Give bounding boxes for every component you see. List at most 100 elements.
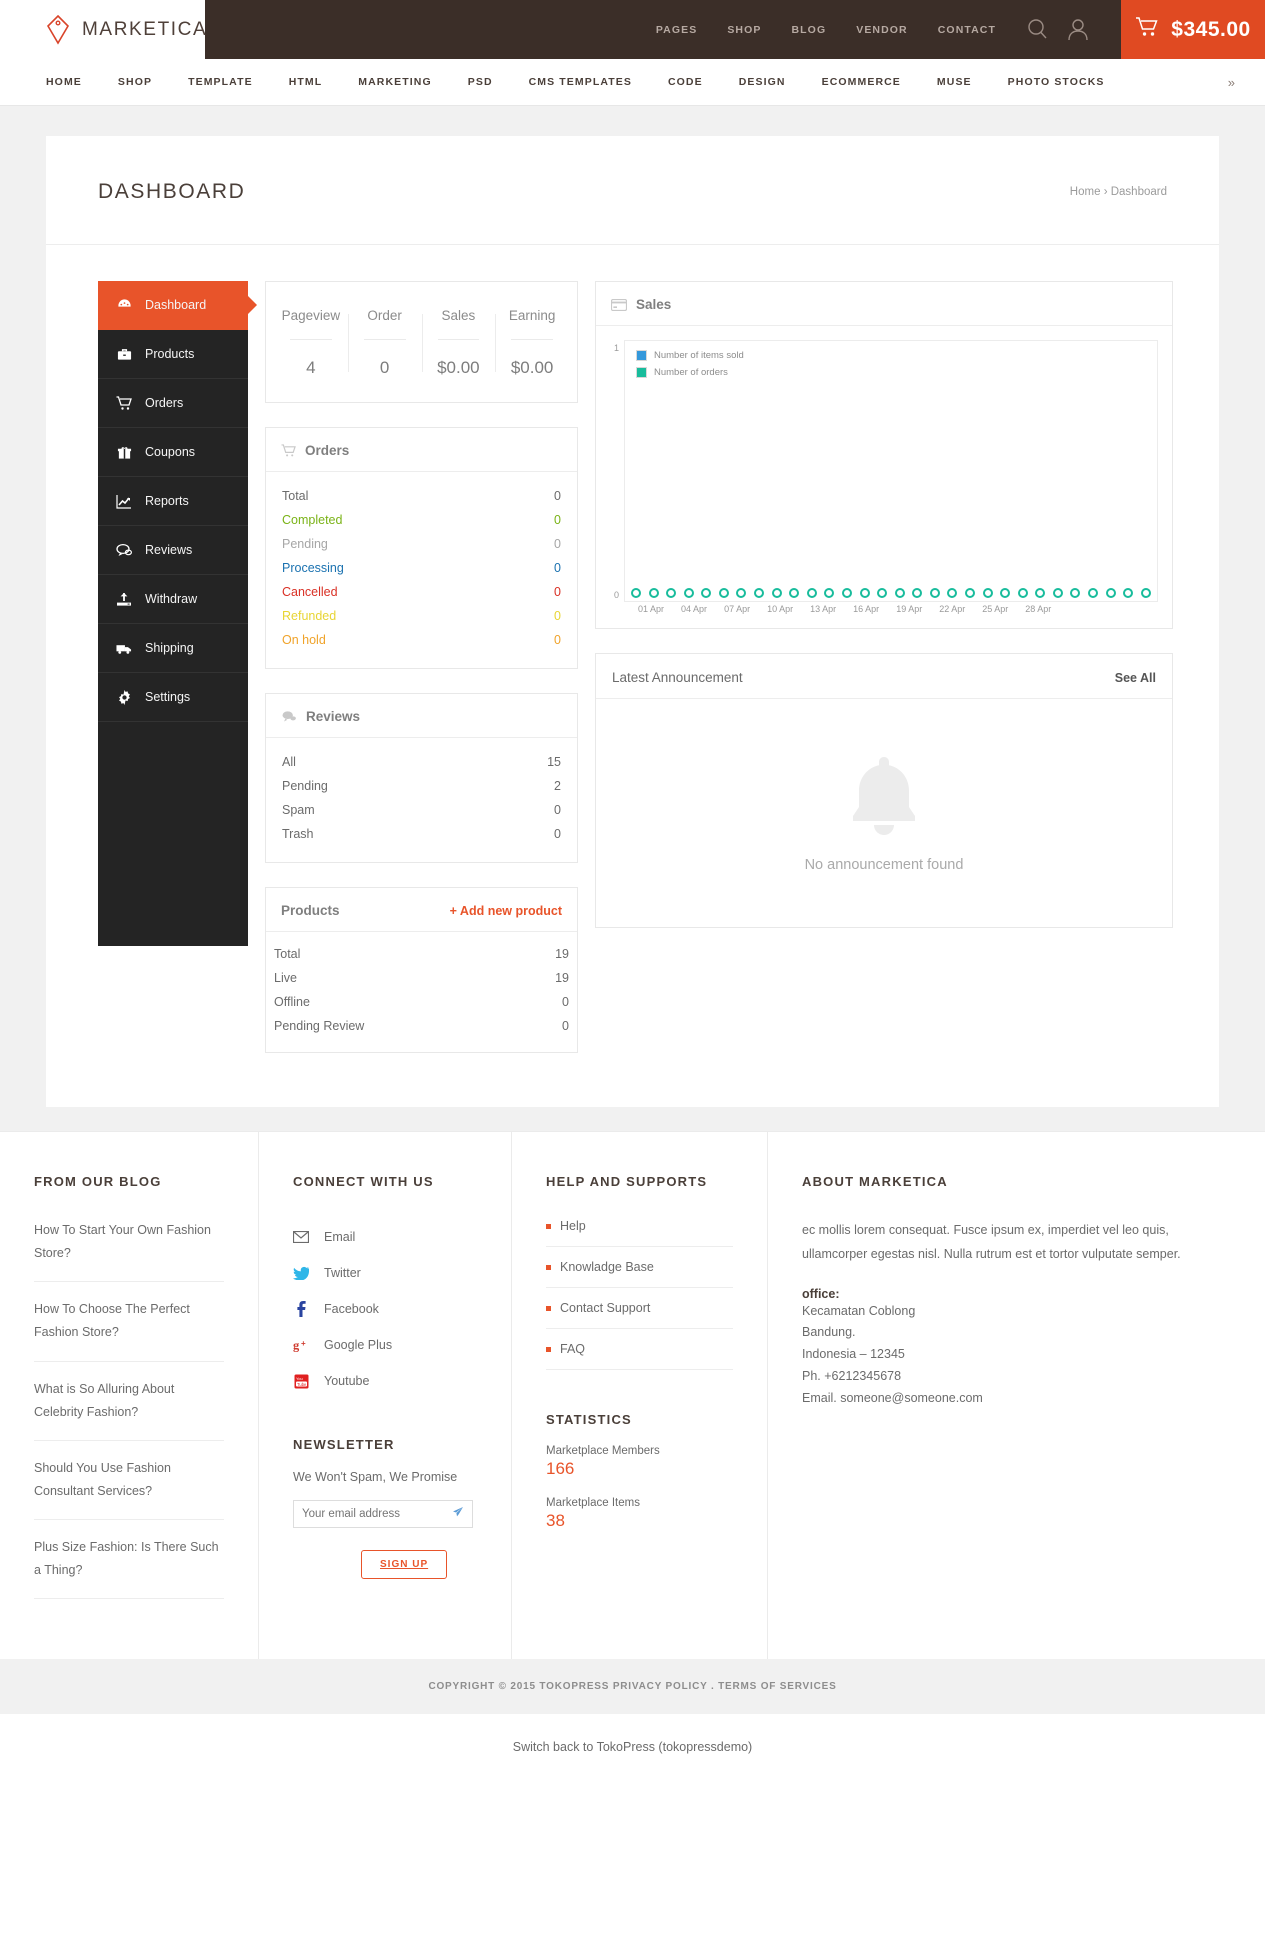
footer-office-address: Kecamatan Coblong Bandung. Indonesia – 1… xyxy=(802,1303,983,1406)
data-point xyxy=(771,588,782,598)
social-link-youtube[interactable]: You Tube Youtube xyxy=(293,1363,477,1399)
top-nav-item-pages[interactable]: PAGES xyxy=(655,23,698,36)
sidebar-item-label: Dashboard xyxy=(145,298,207,312)
newsletter-input-wrap[interactable] xyxy=(293,1500,473,1528)
social-label: Google Plus xyxy=(324,1338,393,1352)
data-point xyxy=(1052,588,1063,598)
row-value: 19 xyxy=(555,947,569,961)
chevron-double-down-icon[interactable]: » xyxy=(1227,74,1235,90)
social-link-twitter[interactable]: Twitter xyxy=(293,1255,477,1291)
switch-back-bar[interactable]: Switch back to TokoPress (tokopressdemo) xyxy=(0,1714,1265,1791)
products-row-total[interactable]: Total 19 xyxy=(274,942,569,966)
reviews-row-trash[interactable]: Trash 0 xyxy=(282,822,561,846)
main-nav-item-photo-stocks[interactable]: PHOTO STOCKS xyxy=(1007,76,1105,88)
help-link-help[interactable]: Help xyxy=(546,1219,733,1247)
footer-blog-item[interactable]: How To Start Your Own Fashion Store? xyxy=(34,1219,224,1283)
main-nav-item-shop[interactable]: SHOP xyxy=(117,76,153,88)
row-label: Cancelled xyxy=(282,585,338,599)
x-tick-label: 25 Apr xyxy=(982,604,1009,614)
data-point xyxy=(1070,588,1081,598)
statistics-label: Marketplace Items xyxy=(546,1497,640,1509)
help-link-contact-support[interactable]: Contact Support xyxy=(546,1301,733,1329)
footer-blog-item[interactable]: Should You Use Fashion Consultant Servic… xyxy=(34,1457,224,1520)
newsletter-signup-button[interactable]: SIGN UP xyxy=(361,1550,448,1579)
footer-blog-item[interactable]: How To Choose The Perfect Fashion Store? xyxy=(34,1298,224,1362)
footer-blog-item[interactable]: Plus Size Fashion: Is There Such a Thing… xyxy=(34,1536,224,1600)
top-nav-item-shop[interactable]: SHOP xyxy=(727,23,762,36)
orders-row-refunded[interactable]: Refunded 0 xyxy=(282,604,561,628)
orders-row-completed[interactable]: Completed 0 xyxy=(282,508,561,532)
row-value: 0 xyxy=(562,1019,569,1033)
orders-row-cancelled[interactable]: Cancelled 0 xyxy=(282,580,561,604)
main-nav-item-psd[interactable]: PSD xyxy=(467,76,493,88)
data-point xyxy=(736,588,747,598)
sidebar-item-products[interactable]: Products xyxy=(98,330,248,379)
main-nav-item-template[interactable]: TEMPLATE xyxy=(188,76,253,88)
social-link-google-plus[interactable]: g + Google Plus xyxy=(293,1327,477,1363)
help-link-knowledge-base[interactable]: Knowladge Base xyxy=(546,1260,733,1288)
reviews-row-all[interactable]: All 15 xyxy=(282,750,561,774)
cart-button[interactable]: $345.00 xyxy=(1121,0,1265,59)
main-nav-item-design[interactable]: DESIGN xyxy=(738,76,786,88)
svg-text:+: + xyxy=(301,1339,306,1348)
credit-card-icon xyxy=(611,298,627,311)
user-icon[interactable] xyxy=(1067,18,1089,42)
announcement-card: Latest Announcement See All No announcem… xyxy=(595,653,1173,928)
paper-plane-icon[interactable] xyxy=(452,1505,464,1523)
announcement-empty-message: No announcement found xyxy=(804,857,964,873)
sidebar-item-withdraw[interactable]: Withdraw xyxy=(98,575,248,624)
stat-value: $0.00 xyxy=(510,358,554,377)
data-point xyxy=(824,588,835,598)
reviews-row-spam[interactable]: Spam 0 xyxy=(282,798,561,822)
products-row-pending-review[interactable]: Pending Review 0 xyxy=(274,1014,569,1038)
products-card-title: Products xyxy=(281,903,340,918)
cart-icon xyxy=(1135,16,1159,43)
sidebar-item-reviews[interactable]: Reviews xyxy=(98,526,248,575)
social-label: Youtube xyxy=(324,1374,370,1388)
main-nav-item-marketing[interactable]: MARKETING xyxy=(358,76,432,88)
main-nav-item-home[interactable]: HOME xyxy=(46,76,82,88)
social-link-email[interactable]: Email xyxy=(293,1219,477,1255)
logo-block[interactable]: MARKETICA xyxy=(0,0,206,59)
social-link-facebook[interactable]: Facebook xyxy=(293,1291,477,1327)
stat-cell-order: Order 0 xyxy=(347,308,422,378)
row-label: Total xyxy=(282,489,309,503)
search-icon[interactable] xyxy=(1026,18,1049,41)
sidebar-item-dashboard[interactable]: Dashboard xyxy=(98,281,248,330)
products-row-live[interactable]: Live 19 xyxy=(274,966,569,990)
top-nav-item-blog[interactable]: BLOG xyxy=(791,23,827,36)
main-nav-item-muse[interactable]: MUSE xyxy=(936,76,972,88)
sidebar-item-settings[interactable]: Settings xyxy=(98,673,248,722)
row-value: 2 xyxy=(554,779,561,793)
top-nav-item-vendor[interactable]: VENDOR xyxy=(856,23,908,36)
sidebar-item-shipping[interactable]: Shipping xyxy=(98,624,248,673)
see-all-link[interactable]: See All xyxy=(1114,670,1156,685)
data-point xyxy=(877,588,888,598)
footer-connect-heading: CONNECT WITH US xyxy=(293,1174,434,1189)
breadcrumb-home[interactable]: Home xyxy=(1069,186,1101,198)
newsletter-email-input[interactable] xyxy=(302,1508,442,1520)
data-point xyxy=(718,588,729,598)
orders-row-pending[interactable]: Pending 0 xyxy=(282,532,561,556)
y-tick-0: 0 xyxy=(614,590,620,600)
orders-row-on-hold[interactable]: On hold 0 xyxy=(282,628,561,652)
main-nav-item-html[interactable]: HTML xyxy=(288,76,323,88)
help-link-faq[interactable]: FAQ xyxy=(546,1342,733,1370)
data-point xyxy=(1140,588,1151,598)
reviews-row-pending[interactable]: Pending 2 xyxy=(282,774,561,798)
dashboard-sidebar: Dashboard Products Orders Coupons xyxy=(98,281,248,946)
main-nav-item-ecommerce[interactable]: ECOMMERCE xyxy=(821,76,901,88)
orders-row-total[interactable]: Total 0 xyxy=(282,484,561,508)
add-new-product-link[interactable]: + Add new product xyxy=(449,903,562,918)
sidebar-item-coupons[interactable]: Coupons xyxy=(98,428,248,477)
sales-chart-plot[interactable]: 1 0 Number of items sold Number of order… xyxy=(614,340,1158,602)
sidebar-item-reports[interactable]: Reports xyxy=(98,477,248,526)
sidebar-item-orders[interactable]: Orders xyxy=(98,379,248,428)
top-nav-item-contact[interactable]: CONTACT xyxy=(937,23,996,36)
orders-row-processing[interactable]: Processing 0 xyxy=(282,556,561,580)
main-nav-item-code[interactable]: CODE xyxy=(667,76,703,88)
products-row-offline[interactable]: Offline 0 xyxy=(274,990,569,1014)
footer-blog-item[interactable]: What is So Alluring About Celebrity Fash… xyxy=(34,1378,224,1441)
main-nav-item-cms-templates[interactable]: CMS TEMPLATES xyxy=(528,76,632,88)
row-label: Completed xyxy=(282,513,343,527)
